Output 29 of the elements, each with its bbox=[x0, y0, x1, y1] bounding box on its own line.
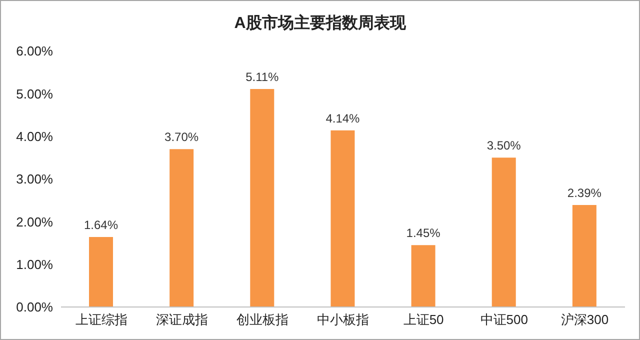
y-tick-label: 4.00% bbox=[16, 128, 54, 144]
bar bbox=[330, 130, 355, 307]
bar bbox=[572, 205, 596, 307]
bar bbox=[492, 158, 516, 307]
y-tick-label: 0.00% bbox=[16, 300, 54, 315]
y-tick-label: 5.00% bbox=[16, 86, 54, 102]
bar bbox=[250, 88, 274, 307]
x-tick-label: 上证综指 bbox=[75, 312, 128, 328]
data-label: 1.45% bbox=[406, 226, 441, 240]
data-label: 5.11% bbox=[246, 70, 280, 84]
bar bbox=[89, 237, 113, 307]
x-tick-label: 深证成指 bbox=[156, 312, 208, 328]
chart-title: A股市场主要指数周表现 bbox=[233, 13, 407, 34]
x-tick-label: 沪深300 bbox=[560, 312, 609, 328]
data-label: 2.39% bbox=[567, 186, 602, 200]
y-tick-label: 3.00% bbox=[16, 172, 54, 187]
y-tick-label: 6.00% bbox=[16, 44, 54, 59]
data-label: 3.50% bbox=[486, 138, 522, 153]
x-tick-label: 中小板指 bbox=[317, 312, 369, 328]
bar bbox=[170, 149, 194, 307]
data-label: 3.70% bbox=[164, 130, 199, 144]
bar bbox=[411, 245, 436, 307]
data-label: 1.64% bbox=[84, 218, 118, 232]
y-tick-label: 1.00% bbox=[16, 256, 54, 272]
y-tick-label: 2.00% bbox=[16, 214, 54, 230]
x-tick-label: 中证500 bbox=[480, 312, 528, 328]
x-tick-label: 上证50 bbox=[403, 312, 444, 328]
x-tick-label: 创业板指 bbox=[236, 312, 288, 328]
data-label: 4.14% bbox=[326, 111, 360, 126]
